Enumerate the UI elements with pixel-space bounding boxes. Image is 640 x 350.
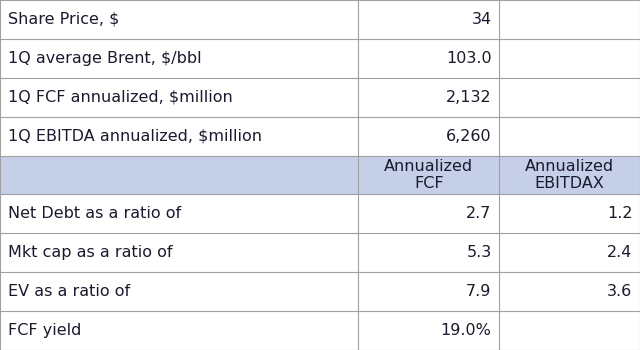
Bar: [0, 117, 640, 155]
Text: 1Q average Brent, $/bbl: 1Q average Brent, $/bbl: [8, 51, 202, 66]
Text: Annualized
FCF: Annualized FCF: [384, 159, 474, 191]
Text: 1Q EBITDA annualized, $million: 1Q EBITDA annualized, $million: [8, 128, 262, 143]
Text: 2,132: 2,132: [446, 90, 492, 105]
Text: 1.2: 1.2: [607, 206, 632, 222]
Text: 3.6: 3.6: [607, 284, 632, 299]
Text: 2.4: 2.4: [607, 245, 632, 260]
Text: 2.7: 2.7: [466, 206, 492, 222]
Text: Mkt cap as a ratio of: Mkt cap as a ratio of: [8, 245, 172, 260]
Text: 6,260: 6,260: [446, 128, 492, 143]
Bar: [0, 39, 640, 78]
Text: 34: 34: [472, 12, 492, 27]
Text: Annualized
EBITDAX: Annualized EBITDAX: [525, 159, 614, 191]
Bar: [0, 78, 640, 117]
Text: 19.0%: 19.0%: [441, 323, 492, 338]
Bar: [0, 272, 640, 311]
Bar: [0, 311, 640, 350]
Text: 103.0: 103.0: [446, 51, 492, 66]
Text: 7.9: 7.9: [466, 284, 492, 299]
Text: Share Price, $: Share Price, $: [8, 12, 119, 27]
Bar: [0, 233, 640, 272]
Text: FCF yield: FCF yield: [8, 323, 81, 338]
Bar: [0, 155, 640, 195]
Text: 1Q FCF annualized, $million: 1Q FCF annualized, $million: [8, 90, 232, 105]
Text: Net Debt as a ratio of: Net Debt as a ratio of: [8, 206, 181, 222]
Text: EV as a ratio of: EV as a ratio of: [8, 284, 130, 299]
Bar: [0, 0, 640, 39]
Text: 5.3: 5.3: [467, 245, 492, 260]
Bar: [0, 195, 640, 233]
